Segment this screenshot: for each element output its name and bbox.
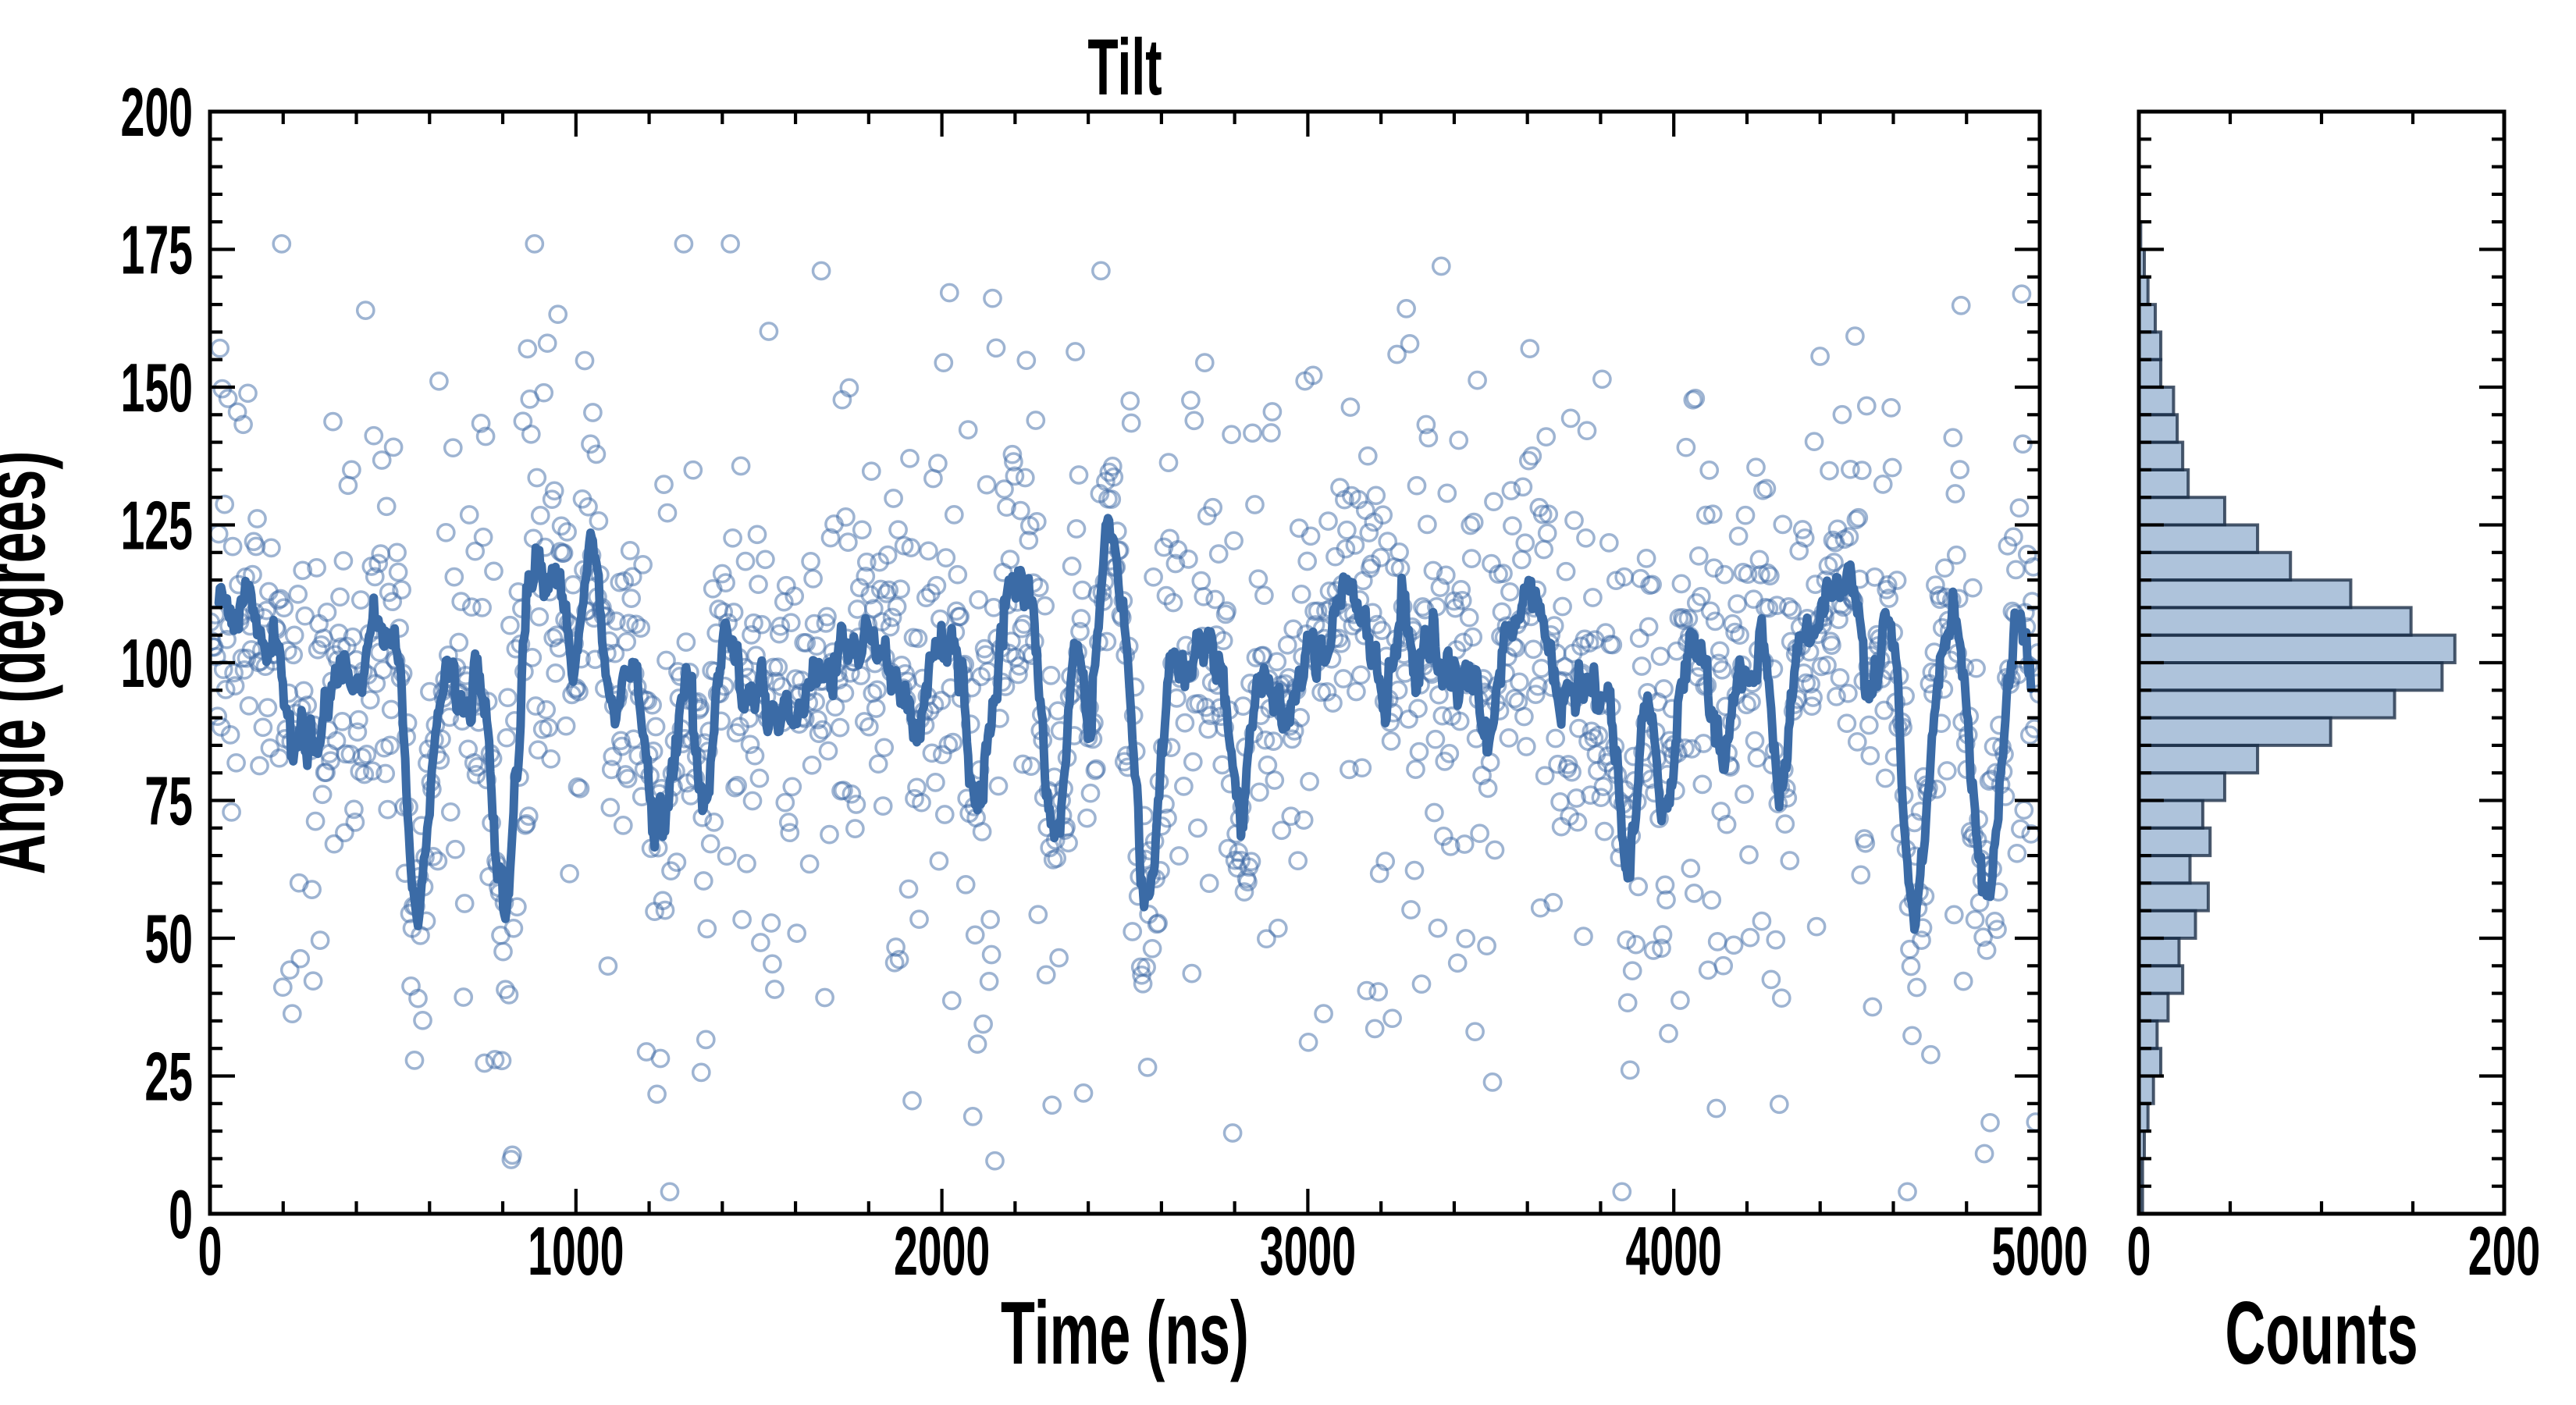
histogram-bar (2139, 413, 2179, 444)
plot-frames (208, 109, 2507, 1216)
y-tick-label: 150 (121, 349, 193, 426)
histogram-bar (2139, 386, 2176, 417)
histogram-bar (2139, 688, 2396, 720)
histogram-bar (2139, 937, 2181, 968)
counts-axis-label: Counts (2225, 1284, 2418, 1383)
histogram-bar (2139, 303, 2158, 334)
x-tick-label: 5000 (1991, 1212, 2087, 1289)
histogram-bar (2139, 1019, 2159, 1051)
y-tick-label: 50 (144, 900, 193, 977)
histogram-bar (2139, 799, 2204, 830)
histogram-bar (2139, 716, 2332, 747)
histogram-bar (2139, 468, 2190, 500)
histogram-bar (2139, 771, 2226, 802)
x-tick-label: 1000 (528, 1212, 624, 1289)
rolling-mean-line (214, 514, 2036, 934)
histogram-bar (2139, 606, 2413, 637)
y-tick-label: 75 (144, 762, 193, 839)
tick-labels: 0 1000 2000 3000 4000 50000255075100125150175… (121, 73, 2541, 1289)
axes-ticks (208, 109, 2507, 1216)
histogram-bar (2139, 964, 2185, 995)
counts-tick-label: 200 (2468, 1212, 2540, 1289)
histogram-bars (2139, 220, 2457, 1214)
histogram-bar (2139, 661, 2444, 692)
y-tick-label: 0 (169, 1176, 193, 1253)
histogram-bar (2139, 826, 2212, 858)
histogram-bar (2139, 330, 2163, 361)
histogram-bar (2139, 357, 2163, 389)
histogram-bar (2139, 743, 2260, 775)
histogram-bar (2139, 1074, 2155, 1105)
plot-title: Tilt (1087, 23, 1162, 112)
y-axis-label: Angle (degrees) (0, 451, 64, 875)
y-tick-label: 125 (121, 486, 193, 564)
histogram-bar (2139, 909, 2197, 940)
histogram-bar (2139, 1047, 2163, 1078)
x-axis-label: Time (ns) (1001, 1284, 1249, 1383)
histogram-bar (2139, 523, 2260, 554)
main-plot-frame (208, 109, 2042, 1216)
histogram-bar (2139, 633, 2457, 665)
x-tick-label: 4000 (1626, 1212, 1722, 1289)
x-tick-label: 2000 (894, 1212, 990, 1289)
y-tick-label: 100 (121, 624, 193, 702)
histogram-bar (2139, 550, 2293, 582)
x-tick-label: 3000 (1260, 1212, 1356, 1289)
histogram-frame (2137, 109, 2507, 1216)
counts-tick-label: 0 (2127, 1212, 2151, 1289)
histogram-bar (2139, 991, 2170, 1023)
rolling-mean-path (214, 514, 2036, 934)
histogram-bar (2139, 496, 2226, 527)
histogram-bar (2139, 578, 2353, 610)
y-tick-label: 175 (121, 211, 193, 288)
histogram-bar (2139, 881, 2210, 912)
histogram-bar (2139, 440, 2185, 471)
x-tick-label: 0 (198, 1212, 222, 1289)
y-tick-label: 25 (144, 1037, 193, 1115)
histogram-bar (2139, 854, 2192, 885)
y-tick-label: 200 (121, 73, 193, 151)
